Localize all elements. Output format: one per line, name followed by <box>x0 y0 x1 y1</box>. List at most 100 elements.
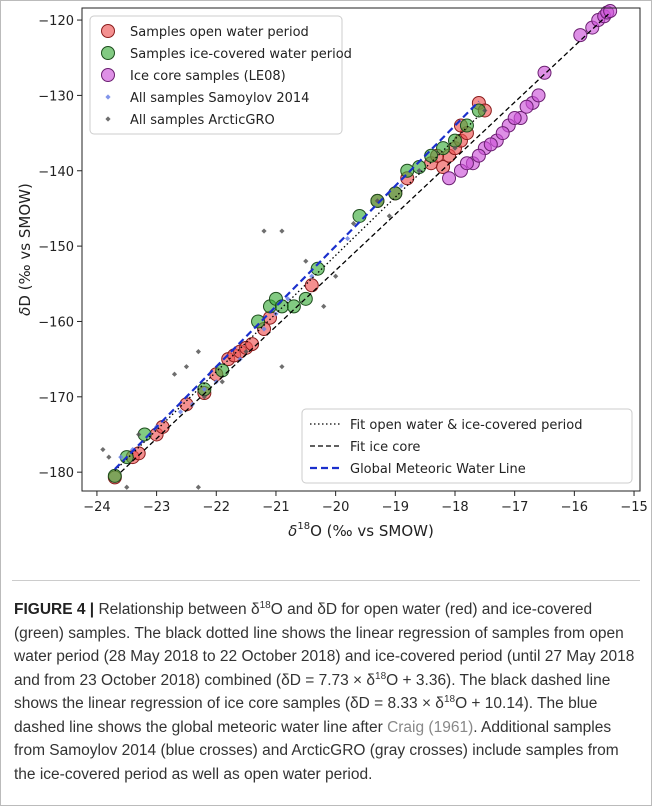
point <box>171 371 178 377</box>
y-tick-label: −150 <box>38 240 74 255</box>
point <box>124 484 130 490</box>
legend-label: All samples ArcticGRO <box>130 113 275 128</box>
point <box>573 28 588 43</box>
caption-text: O + 10.14). The blue dashed line shows t… <box>14 695 598 736</box>
y-tick-label: −160 <box>38 315 74 330</box>
x-label-rest: O (‰ vs SMOW) <box>310 522 434 540</box>
point <box>177 409 184 415</box>
legend-frame <box>301 408 633 484</box>
legend-frame <box>89 15 343 135</box>
legend-marker <box>101 68 115 82</box>
plot-frame <box>81 7 641 492</box>
x-tick-label: −18 <box>441 500 468 515</box>
point <box>442 171 457 186</box>
point <box>388 186 403 201</box>
point <box>100 446 106 453</box>
point <box>285 296 291 302</box>
point <box>136 431 142 438</box>
point <box>436 159 451 174</box>
point <box>107 468 122 483</box>
legend-label: Samples open water period <box>130 25 309 40</box>
point <box>507 111 522 126</box>
caption-text: Relationship between δ <box>94 601 260 618</box>
fit-line <box>114 115 480 472</box>
x-tick-label: −20 <box>322 500 349 515</box>
point <box>251 314 266 329</box>
x-tick-label: −24 <box>83 500 110 515</box>
point <box>310 261 325 276</box>
point <box>304 278 319 293</box>
legend-label: Fit ice core <box>350 440 420 455</box>
x-axis-label: δ18O (‰ vs SMOW) <box>288 521 434 540</box>
x-tick-label: −16 <box>561 500 588 515</box>
point <box>374 198 381 204</box>
caption-link[interactable]: Craig (1961) <box>387 718 474 736</box>
point <box>118 454 124 460</box>
point <box>344 235 351 242</box>
point <box>261 326 267 332</box>
point <box>106 454 112 460</box>
x-tick-label: −23 <box>143 500 170 515</box>
point <box>471 148 486 163</box>
caption-text: O and δD for open water (red) and ice-co… <box>14 601 635 689</box>
point <box>603 4 618 19</box>
point <box>452 145 458 151</box>
point <box>261 228 267 234</box>
point <box>519 99 534 114</box>
point <box>303 258 309 264</box>
point <box>400 163 415 178</box>
point <box>195 349 201 355</box>
caption: FIGURE 4 | Relationship between δ18O and… <box>14 598 638 786</box>
point <box>219 379 225 385</box>
point <box>243 349 249 355</box>
y-tick-label: −130 <box>38 89 74 104</box>
legend-label: Fit open water & ice-covered period <box>350 418 582 433</box>
point <box>416 168 422 174</box>
legend-label: Samples ice-covered water period <box>130 47 352 62</box>
x-tick-label: −15 <box>620 500 647 515</box>
point <box>386 213 392 219</box>
x-tick-label: −19 <box>382 500 409 515</box>
y-tick-label: −180 <box>38 466 74 481</box>
point <box>350 220 357 227</box>
caption-text: . Additional samples from Samoylov 2014 … <box>14 718 619 783</box>
y-tick-label: −170 <box>38 391 74 406</box>
legend-label: Ice core samples (LE08) <box>130 69 286 84</box>
point <box>398 183 404 189</box>
point <box>495 126 510 141</box>
caption-text: 18 <box>443 693 456 705</box>
point <box>537 65 552 80</box>
point <box>482 107 488 114</box>
point <box>201 386 207 392</box>
point <box>195 484 201 490</box>
point <box>286 299 301 314</box>
point <box>309 273 315 279</box>
fit-line <box>114 100 480 470</box>
point <box>237 356 243 362</box>
y-axis-label: δD (‰ vs SMOW) <box>16 183 34 316</box>
legend-marker <box>101 46 115 60</box>
point <box>321 303 327 309</box>
x-tick-label: −21 <box>262 500 289 515</box>
x-tick-label: −22 <box>203 500 230 515</box>
x-tick-label: −17 <box>501 500 528 515</box>
point <box>245 337 260 352</box>
y-tick-label: −140 <box>38 165 74 180</box>
point <box>436 141 451 156</box>
y-tick-label: −120 <box>38 14 74 29</box>
point <box>531 88 546 103</box>
point <box>483 137 498 152</box>
point <box>459 118 474 133</box>
point <box>333 273 339 279</box>
point <box>447 133 462 148</box>
caption-text: 18 <box>375 670 387 682</box>
point <box>279 228 285 234</box>
point <box>279 364 285 370</box>
point <box>183 364 190 370</box>
caption-text: 18 <box>259 599 271 611</box>
y-label-rest: D (‰ vs SMOW) <box>16 183 34 306</box>
point <box>459 156 474 171</box>
caption-label: FIGURE 4 | <box>14 601 95 618</box>
x-label-delta: δ <box>288 522 297 540</box>
legend-marker <box>105 94 111 100</box>
